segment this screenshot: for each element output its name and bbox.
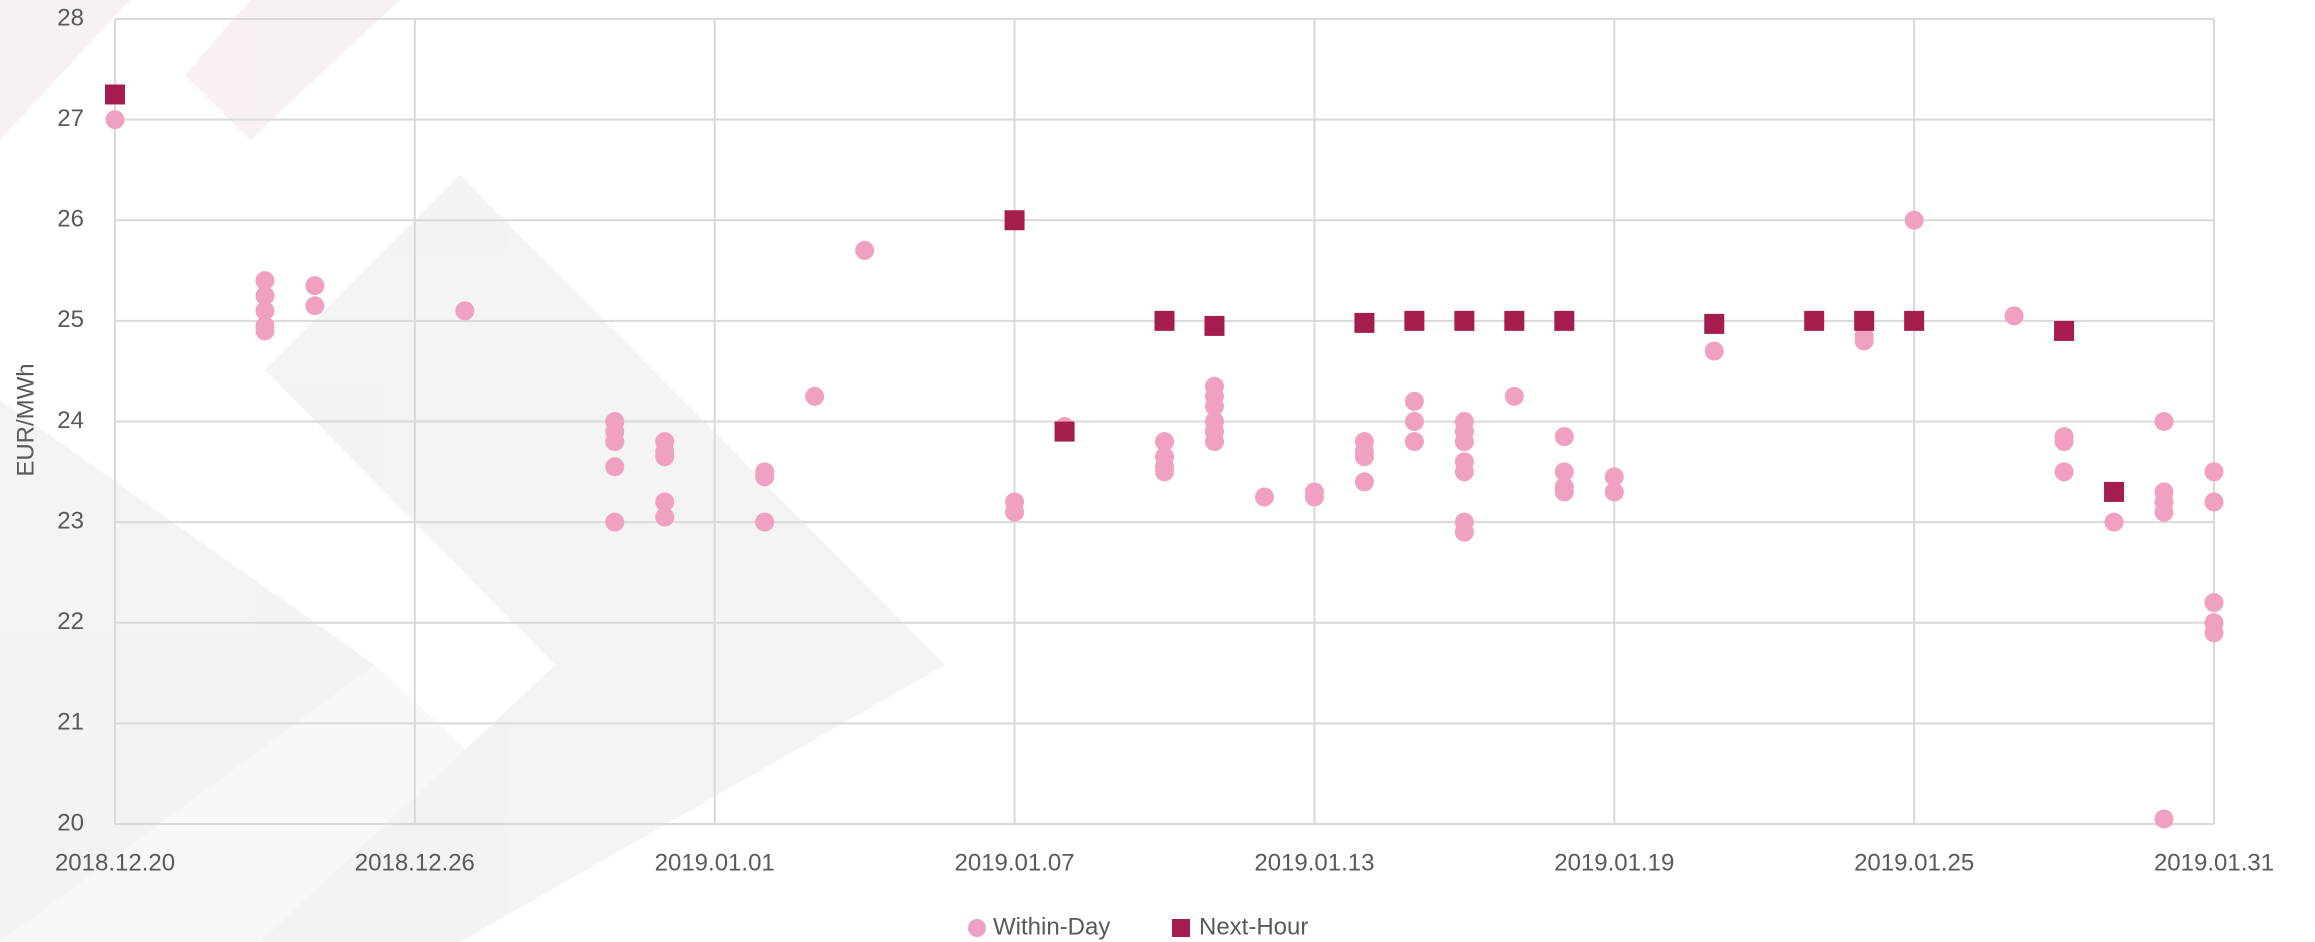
data-point [1354, 447, 1374, 467]
data-point [255, 286, 275, 306]
data-point [455, 301, 475, 321]
y-tick-label: 24 [57, 407, 84, 434]
data-point [1354, 472, 1374, 492]
background-decoration [0, 0, 945, 942]
legend: Within-Day Next-Hour [968, 913, 1308, 940]
data-point [1404, 432, 1424, 452]
data-point [2104, 481, 2125, 502]
data-point [1604, 482, 1624, 502]
data-point [1354, 312, 1375, 333]
legend-label: Next-Hour [1199, 913, 1308, 940]
x-tick-label: 2019.01.13 [1254, 849, 1374, 876]
legend-marker [1172, 919, 1190, 937]
data-point [1454, 310, 1475, 331]
x-tick-label: 2019.01.07 [955, 849, 1075, 876]
data-point [1204, 432, 1224, 452]
data-point [2154, 502, 2174, 522]
data-point [1005, 502, 1025, 522]
data-point [605, 457, 625, 477]
plot-area: 20 21 22 23 24 25 26 27 28 2018.12.20 2018.12.26 20… [55, 4, 2274, 876]
data-point [255, 271, 275, 291]
y-tick-label: 22 [57, 608, 84, 635]
data-point [1054, 421, 1075, 442]
data-point [805, 386, 825, 406]
data-point [105, 84, 125, 105]
data-point [255, 321, 275, 341]
data-point [2204, 623, 2224, 643]
data-point [2054, 320, 2075, 341]
data-point [1155, 432, 1174, 452]
data-point [1904, 210, 1924, 230]
data-point [1454, 432, 1474, 452]
data-point [2204, 492, 2224, 512]
data-point [1704, 341, 1724, 361]
data-point [1204, 315, 1225, 336]
data-point [1004, 210, 1025, 231]
data-point [605, 432, 625, 452]
data-point [2204, 462, 2224, 482]
data-point [755, 512, 775, 532]
y-tick-label: 20 [57, 809, 84, 836]
data-point [1554, 427, 1574, 447]
data-point [1554, 310, 1575, 331]
data-point [2154, 809, 2174, 829]
data-point [105, 110, 125, 130]
x-tick-label: 2019.01.01 [655, 849, 775, 876]
x-tick-label: 2019.01.31 [2154, 849, 2274, 876]
y-tick-label: 28 [57, 4, 84, 31]
data-point [655, 507, 675, 527]
data-point [1604, 467, 1624, 487]
data-point [1454, 462, 1474, 482]
data-point [1504, 386, 1524, 406]
data-point [2054, 432, 2074, 452]
y-tick-label: 27 [57, 105, 84, 132]
legend-marker [968, 919, 986, 937]
data-point [1554, 482, 1574, 502]
data-point [1404, 391, 1424, 411]
data-point [305, 296, 325, 316]
data-point [1854, 331, 1874, 351]
data-point [1404, 412, 1424, 431]
data-point [1504, 310, 1525, 331]
data-point [655, 447, 675, 467]
data-point [1254, 487, 1274, 507]
data-point [1704, 313, 1725, 334]
data-point [1404, 310, 1425, 331]
y-tick-label: 26 [57, 206, 84, 233]
x-tick-label: 2018.12.20 [55, 849, 175, 876]
data-point [2004, 306, 2024, 326]
data-point [855, 240, 875, 260]
data-point [2154, 412, 2174, 431]
x-tick-label: 2019.01.25 [1854, 849, 1974, 876]
legend-label: Within-Day [993, 913, 1110, 940]
data-point [655, 492, 675, 512]
data-point [1454, 522, 1474, 542]
data-point [1155, 462, 1174, 482]
data-point [1304, 487, 1324, 507]
x-tick-label: 2019.01.19 [1554, 849, 1674, 876]
data-point [2054, 462, 2074, 482]
y-tick-label: 25 [57, 306, 84, 333]
data-point [755, 467, 775, 487]
y-tick-label: 23 [57, 507, 84, 534]
y-tick-label: 21 [57, 709, 84, 736]
data-point [1904, 310, 1925, 331]
x-tick-label: 2018.12.26 [355, 849, 475, 876]
data-point [255, 301, 275, 321]
data-point [605, 512, 625, 532]
data-point [2104, 512, 2124, 532]
data-point [2204, 593, 2224, 613]
data-point [1854, 310, 1875, 331]
data-point [1154, 310, 1175, 331]
data-point [1804, 310, 1825, 331]
data-point [305, 276, 325, 296]
data-point [1554, 462, 1574, 482]
y-axis-label: EUR/MWh [12, 363, 39, 476]
data-point [1204, 396, 1224, 416]
